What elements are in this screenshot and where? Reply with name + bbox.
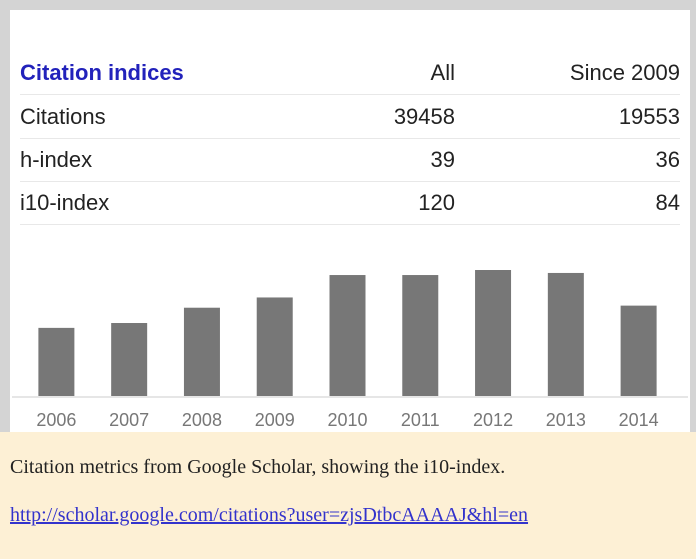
row-label: i10-index <box>20 190 110 215</box>
cell-value: 36 <box>655 147 680 172</box>
x-tick-label: 2007 <box>109 410 149 430</box>
cell-value: 39458 <box>393 104 455 129</box>
bar <box>402 275 439 396</box>
row-label: Citations <box>20 104 106 129</box>
header-title: Citation indices <box>20 60 184 85</box>
bar <box>620 305 657 396</box>
column-header: Since 2009 <box>569 60 680 85</box>
caption: Citation metrics from Google Scholar, sh… <box>0 432 696 559</box>
bar <box>547 272 584 396</box>
column-header: All <box>430 60 455 85</box>
bar <box>475 270 512 396</box>
x-tick-label: 2006 <box>36 410 76 430</box>
chart: 2006 2007 2008 2009 2010 2011 2012 2013 2014 <box>12 270 688 430</box>
x-tick-label: 2014 <box>619 410 659 430</box>
bar <box>111 323 148 396</box>
row-label: h-index <box>20 147 93 172</box>
x-tick-label: 2010 <box>327 410 367 430</box>
table-row: h-index 39 36 <box>20 139 680 182</box>
x-tick-label: 2009 <box>255 410 295 430</box>
table-row: i10-index 120 84 <box>20 182 680 225</box>
cell-value: 39 <box>430 147 455 172</box>
table-row: Citations 39458 19553 <box>20 96 680 139</box>
bar <box>329 275 366 396</box>
x-tick-label: 2011 <box>401 410 440 430</box>
caption-text: Citation metrics from Google Scholar, sh… <box>10 456 506 478</box>
x-tick-label: 2012 <box>473 410 513 430</box>
x-tick-label: 2013 <box>546 410 586 430</box>
cell-value: 19553 <box>618 104 680 129</box>
header-row: Citation indices All Since 2009 <box>20 52 680 95</box>
bar <box>183 307 220 396</box>
bar <box>256 297 293 396</box>
cell-value: 84 <box>655 190 680 215</box>
bar <box>38 327 75 396</box>
x-tick-label: 2008 <box>182 410 222 430</box>
cell-value: 120 <box>418 190 455 215</box>
link[interactable]: http://scholar.google.com/citations?user… <box>10 504 529 526</box>
